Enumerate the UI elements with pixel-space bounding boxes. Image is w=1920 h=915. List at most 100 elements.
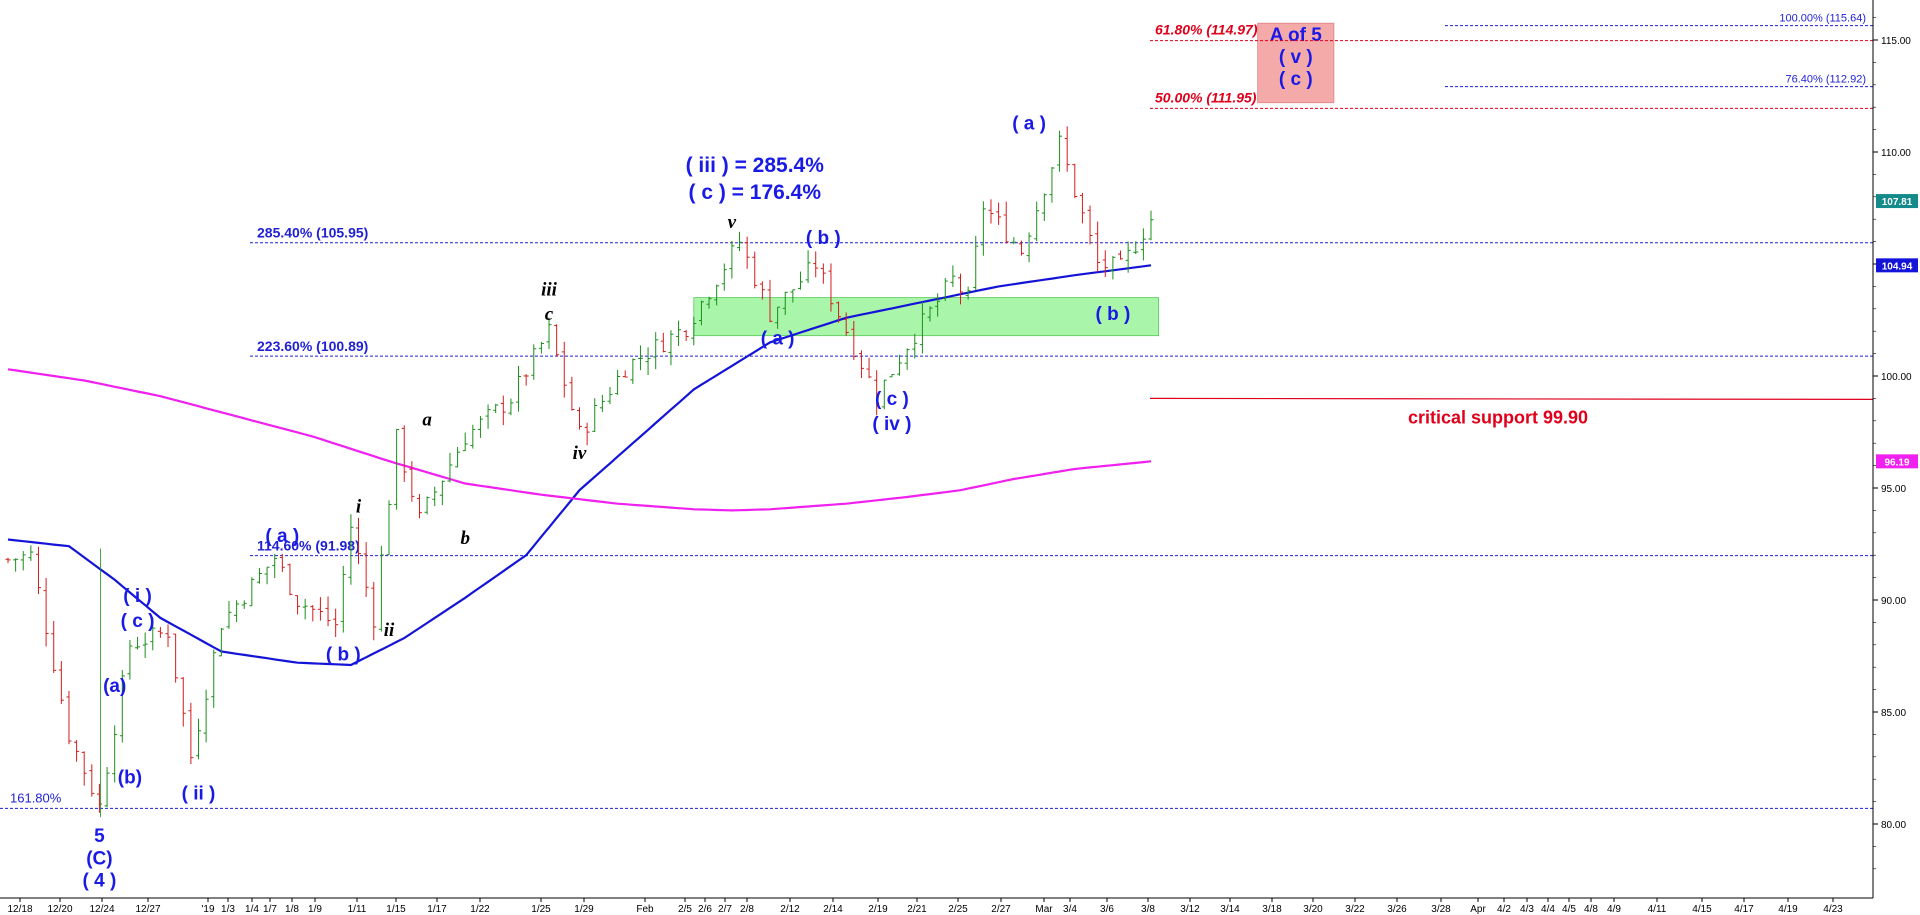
fib-level-label: 161.80% (10, 790, 62, 805)
green-zone (693, 297, 1160, 337)
x-tick-label: 1/22 (470, 904, 490, 915)
fib-level-label: 223.60% (100.89) (257, 338, 368, 354)
moving-average-line-2 (7, 368, 1152, 512)
red-zone (1257, 22, 1335, 104)
x-tick-label: 12/27 (135, 904, 160, 915)
x-tick-label: 1/11 (348, 904, 367, 915)
x-tick-label: 3/14 (1220, 904, 1240, 915)
x-tick-label: 2/19 (868, 904, 888, 915)
wave-label: ( a ) (265, 526, 299, 547)
x-tick-label: 3/8 (1141, 904, 1155, 915)
x-tick-label: 1/25 (531, 904, 551, 915)
wave-label: ( c ) (121, 611, 155, 632)
price-badge (1876, 454, 1918, 469)
wave-label: b (460, 528, 470, 549)
x-tick-label: 2/6 (698, 904, 712, 915)
y-tick-label: 85.00 (1881, 708, 1906, 719)
support-label: critical support 99.90 (1408, 407, 1588, 427)
x-tick-label: 3/28 (1431, 904, 1451, 915)
fib-level-label: 61.80% (114.97) (1155, 22, 1258, 38)
support-line (1149, 397, 1874, 400)
x-tick-label: 2/5 (678, 904, 692, 915)
y-tick-label: 110.00 (1881, 148, 1911, 159)
wave-label: ( i ) (123, 586, 152, 607)
x-tick-label: 1/7 (263, 904, 277, 915)
target-box-label: ( c ) (1279, 69, 1313, 90)
x-tick-label: Feb (636, 904, 654, 915)
wave-label: ( c ) = 176.4% (689, 181, 822, 204)
x-tick-label: 2/12 (780, 904, 800, 915)
price-badge (1876, 258, 1918, 273)
x-tick-label: 1/4 (245, 904, 259, 915)
x-tick-label: 1/17 (427, 904, 447, 915)
wave-label: (C) (86, 848, 112, 869)
x-tick-label: 4/4 (1541, 904, 1555, 915)
y-tick-label: 115.00 (1881, 36, 1911, 47)
x-tick-label: Apr (1470, 904, 1486, 915)
fib-level-label: 76.40% (112.92) (1785, 74, 1866, 86)
x-tick-label: 12/24 (89, 904, 114, 915)
wave-label: ( a ) (761, 329, 795, 350)
y-tick-label: 100.00 (1881, 372, 1912, 383)
x-tick-label: 4/8 (1584, 904, 1598, 915)
x-tick-label: 2/25 (948, 904, 968, 915)
x-tick-label: 1/9 (308, 904, 322, 915)
wave-label: ( iii ) = 285.4% (686, 154, 825, 177)
x-tick-label: 1/15 (386, 904, 406, 915)
wave-label: ( b ) (1095, 304, 1130, 325)
x-tick-label: 3/22 (1345, 904, 1365, 915)
fib-level-label: 285.40% (105.95) (257, 225, 368, 241)
wave-label: v (728, 212, 737, 233)
wave-label: ii (384, 620, 395, 641)
wave-label: ( ii ) (182, 783, 216, 804)
x-tick-label: 12/20 (47, 904, 72, 915)
y-tick-label: 95.00 (1881, 484, 1906, 495)
wave-label: iv (573, 443, 587, 464)
wave-label: iii (541, 279, 558, 300)
wave-label: ( b ) (326, 644, 361, 665)
x-tick-label: 2/8 (740, 904, 754, 915)
x-tick-label: 3/20 (1303, 904, 1323, 915)
x-tick-label: 3/4 (1063, 904, 1077, 915)
x-tick-label: 4/5 (1562, 904, 1576, 915)
x-tick-label: 2/27 (991, 904, 1011, 915)
price-badge (1876, 194, 1918, 209)
y-tick-label: 80.00 (1881, 820, 1906, 831)
x-tick-label: 2/21 (907, 904, 927, 915)
y-tick-label: 90.00 (1881, 596, 1906, 607)
x-tick-label: 3/6 (1100, 904, 1114, 915)
wave-label: ( 4 ) (83, 871, 117, 892)
x-tick-label: 4/9 (1607, 904, 1621, 915)
x-tick-label: 2/14 (823, 904, 843, 915)
wave-label: ( iv ) (872, 414, 911, 435)
x-tick-label: '19 (201, 904, 214, 915)
wave-label: i (356, 497, 362, 518)
x-tick-label: 4/2 (1497, 904, 1511, 915)
x-tick-label: 4/11 (1648, 904, 1667, 915)
fib-level-label: 114.60% (91.98) (257, 538, 360, 554)
fib-level-label: 100.00% (115.64) (1779, 13, 1866, 25)
x-tick-label: 4/19 (1778, 904, 1798, 915)
x-tick-label: 3/12 (1180, 904, 1200, 915)
x-tick-label: 3/26 (1387, 904, 1407, 915)
x-tick-label: Mar (1035, 904, 1053, 915)
x-tick-label: 4/23 (1823, 904, 1843, 915)
wave-label: a (422, 409, 432, 430)
wave-label: (a) (103, 676, 126, 697)
wave-label: (b) (118, 768, 142, 789)
wave-label: ( a ) (1012, 114, 1046, 135)
price-badge-label: 107.81 (1882, 197, 1913, 208)
target-box-label: ( v ) (1279, 47, 1313, 68)
x-tick-label: 3/18 (1262, 904, 1282, 915)
x-tick-label: 4/15 (1692, 904, 1712, 915)
x-tick-label: 2/7 (718, 904, 732, 915)
x-tick-label: 1/3 (221, 904, 235, 915)
wave-label: 5 (94, 826, 105, 847)
wave-label: ( b ) (806, 228, 841, 249)
x-tick-label: 1/29 (574, 904, 594, 915)
x-tick-label: 4/17 (1734, 904, 1754, 915)
price-badge-label: 96.19 (1884, 457, 1909, 468)
